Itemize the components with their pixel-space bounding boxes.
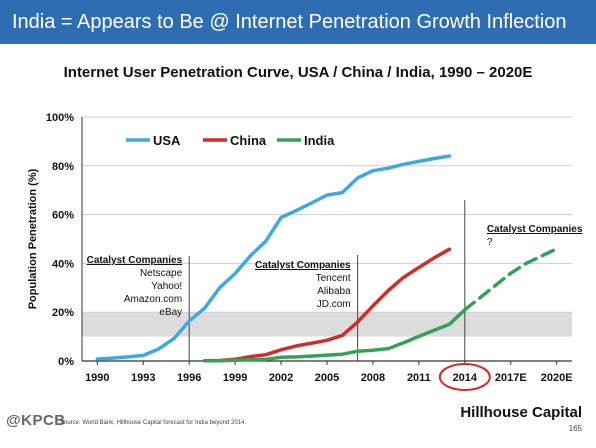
hillhouse-brand: Hillhouse Capital — [460, 404, 582, 421]
catalyst-company: Tencent — [316, 273, 351, 284]
series-line-china — [202, 247, 452, 363]
catalyst-company: ? — [487, 237, 493, 248]
legend-label: China — [230, 133, 267, 148]
page-number: 165 — [568, 424, 582, 433]
y-tick-label: 80% — [52, 161, 74, 173]
y-tick-label: 60% — [52, 210, 74, 222]
x-tick-label: 1993 — [131, 372, 155, 384]
catalyst-header: Catalyst Companies — [255, 260, 351, 271]
x-tick-label: 1990 — [85, 372, 109, 384]
x-tick-label: 2002 — [269, 372, 293, 384]
x-tick-label: 2005 — [315, 372, 339, 384]
y-tick-label: 100% — [46, 112, 74, 124]
x-tick-label: 2017E — [495, 372, 527, 384]
legend-label: India — [304, 133, 335, 148]
source-note: Source: World Bank, Hillhouse Capital fo… — [60, 420, 246, 426]
catalyst-company: Yahoo! — [151, 281, 182, 292]
catalyst-header: Catalyst Companies — [487, 224, 583, 235]
slide-title: India = Appears to Be @ Internet Penetra… — [12, 11, 567, 33]
chart-title: Internet User Penetration Curve, USA / C… — [63, 64, 533, 81]
catalyst-company: Alibaba — [317, 286, 351, 297]
series-line-usa — [95, 154, 452, 361]
x-tick-label: 2008 — [361, 372, 385, 384]
series-line-india — [202, 308, 467, 363]
catalyst-company: Netscape — [140, 268, 183, 279]
catalyst-company: eBay — [159, 307, 182, 318]
highlight-band — [82, 312, 572, 337]
catalyst-company: Amazon.com — [124, 294, 182, 305]
catalyst-header: Catalyst Companies — [87, 255, 183, 266]
x-tick-label: 1999 — [223, 372, 247, 384]
y-tick-label: 20% — [52, 307, 74, 319]
y-tick-label: 40% — [52, 258, 74, 270]
slide-banner: India = Appears to Be @ Internet Penetra… — [0, 0, 596, 44]
y-tick-label: 0% — [58, 356, 74, 368]
catalyst-company: JD.com — [317, 299, 351, 310]
x-tick-label: 2014 — [453, 372, 478, 384]
y-axis-title: Population Penetration (%) — [27, 168, 39, 309]
series-line-india-forecast — [463, 247, 559, 312]
x-tick-label: 2011 — [407, 372, 431, 384]
kpcb-logo: @KPCB — [6, 412, 66, 429]
highlight-circle — [438, 363, 491, 391]
x-tick-label: 1996 — [177, 372, 201, 384]
x-tick-label: 2020E — [541, 372, 573, 384]
legend-label: USA — [153, 133, 181, 148]
